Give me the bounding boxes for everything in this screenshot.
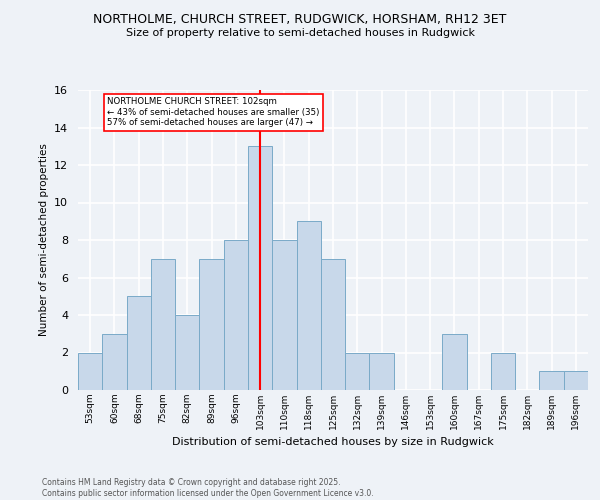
Bar [175,315,199,390]
Text: Contains HM Land Registry data © Crown copyright and database right 2025.
Contai: Contains HM Land Registry data © Crown c… [42,478,374,498]
Bar [370,352,394,390]
Bar [442,334,467,390]
Text: Size of property relative to semi-detached houses in Rudgwick: Size of property relative to semi-detach… [125,28,475,38]
Bar [224,240,248,390]
Bar [272,240,296,390]
Bar [321,259,345,390]
Bar [151,259,175,390]
Bar [564,371,588,390]
X-axis label: Distribution of semi-detached houses by size in Rudgwick: Distribution of semi-detached houses by … [172,438,494,448]
Text: NORTHOLME, CHURCH STREET, RUDGWICK, HORSHAM, RH12 3ET: NORTHOLME, CHURCH STREET, RUDGWICK, HORS… [94,12,506,26]
Bar [199,259,224,390]
Y-axis label: Number of semi-detached properties: Number of semi-detached properties [38,144,49,336]
Bar [248,146,272,390]
Bar [127,296,151,390]
Text: NORTHOLME CHURCH STREET: 102sqm
← 43% of semi-detached houses are smaller (35)
5: NORTHOLME CHURCH STREET: 102sqm ← 43% of… [107,98,320,128]
Bar [539,371,564,390]
Bar [102,334,127,390]
Bar [491,352,515,390]
Bar [345,352,370,390]
Bar [296,221,321,390]
Bar [78,352,102,390]
